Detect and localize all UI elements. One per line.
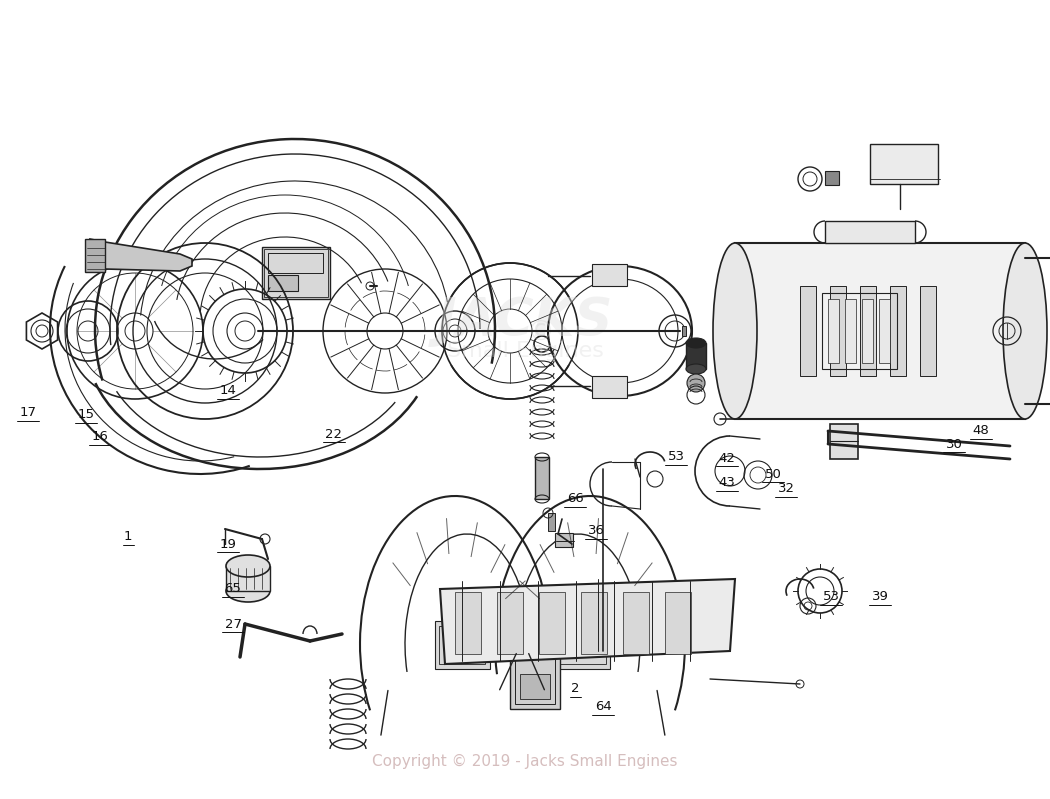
Bar [845, 299, 856, 363]
Bar [581, 592, 607, 654]
Text: 1: 1 [124, 531, 132, 543]
Bar [920, 286, 936, 376]
Bar [510, 644, 560, 709]
Text: Small Engines: Small Engines [446, 341, 604, 361]
Text: 53: 53 [822, 590, 840, 603]
Bar [226, 566, 270, 591]
Text: Copyright © 2019 - Jacks Small Engines: Copyright © 2019 - Jacks Small Engines [373, 753, 677, 769]
Polygon shape [90, 239, 192, 272]
Text: 22: 22 [326, 427, 342, 440]
Bar [862, 299, 873, 363]
Polygon shape [440, 579, 735, 664]
Text: 15: 15 [78, 408, 94, 422]
Bar [735, 243, 1025, 419]
Bar [686, 343, 706, 369]
Text: 17: 17 [20, 407, 37, 419]
Ellipse shape [226, 555, 270, 577]
Bar [560, 626, 606, 664]
Text: 53: 53 [668, 451, 685, 463]
Text: 43: 43 [718, 476, 735, 490]
Text: 39: 39 [872, 590, 888, 603]
Bar [520, 674, 550, 699]
Bar [682, 326, 686, 336]
Bar [825, 171, 839, 185]
Bar [870, 144, 938, 184]
Bar [264, 249, 328, 297]
Bar [514, 649, 555, 704]
Bar [800, 286, 816, 376]
Text: 16: 16 [91, 431, 108, 443]
Bar [665, 592, 691, 654]
Text: ©: © [526, 319, 554, 347]
Text: 50: 50 [764, 467, 781, 480]
Bar [555, 533, 573, 547]
Bar [85, 239, 105, 272]
Text: 19: 19 [219, 538, 236, 551]
Bar [439, 626, 485, 664]
Bar [592, 264, 627, 286]
Bar [860, 286, 876, 376]
Bar [879, 299, 890, 363]
Bar [497, 592, 523, 654]
Text: 66: 66 [567, 492, 584, 506]
Text: 32: 32 [777, 483, 795, 495]
Bar [825, 221, 915, 243]
Bar [268, 275, 298, 291]
Bar [822, 293, 897, 369]
Bar [548, 513, 555, 531]
Text: 30: 30 [946, 438, 963, 451]
Bar [830, 424, 858, 459]
Bar [555, 621, 610, 669]
Text: 2: 2 [571, 682, 580, 695]
Ellipse shape [686, 338, 706, 348]
Bar [828, 299, 839, 363]
Bar [262, 247, 330, 299]
Bar [830, 286, 846, 376]
Text: 27: 27 [225, 618, 242, 630]
Bar [455, 592, 481, 654]
Ellipse shape [1003, 243, 1047, 419]
Text: 36: 36 [588, 524, 605, 538]
Text: 48: 48 [972, 424, 989, 438]
Text: 14: 14 [219, 384, 236, 397]
Bar [623, 592, 649, 654]
Bar [592, 376, 627, 398]
Bar [539, 592, 565, 654]
Bar [890, 286, 906, 376]
Bar [268, 253, 323, 273]
Bar [536, 457, 549, 499]
Circle shape [687, 374, 705, 392]
Ellipse shape [713, 243, 757, 419]
Text: 42: 42 [718, 451, 735, 464]
Text: JACKS: JACKS [437, 295, 613, 347]
Bar [435, 621, 490, 669]
Text: 64: 64 [594, 701, 611, 714]
Ellipse shape [686, 364, 706, 374]
Ellipse shape [226, 580, 270, 602]
Text: 65: 65 [225, 582, 242, 595]
